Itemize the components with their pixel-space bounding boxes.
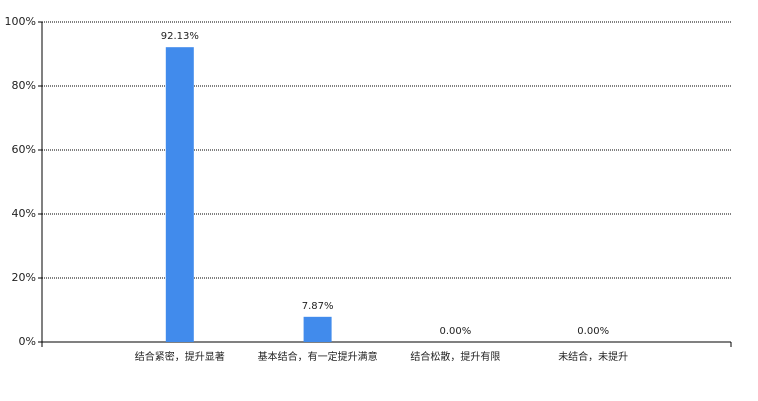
- y-tick-label: 40%: [12, 207, 36, 220]
- value-label: 7.87%: [302, 301, 334, 312]
- x-tick-label: 未结合，未提升: [558, 352, 629, 363]
- x-tick-label: 结合紧密，提升显著: [134, 352, 225, 363]
- value-label: 0.00%: [440, 326, 472, 337]
- value-label: 92.13%: [161, 31, 199, 42]
- y-tick-label: 0%: [19, 335, 36, 348]
- y-tick-label: 80%: [12, 79, 36, 92]
- bar: [303, 316, 332, 342]
- bar: [165, 47, 194, 343]
- value-label: 0.00%: [577, 326, 609, 337]
- y-tick-label: 100%: [5, 15, 36, 28]
- y-tick-label: 60%: [12, 143, 36, 156]
- x-tick-label: 基本结合，有一定提升满意: [257, 352, 378, 363]
- x-tick-label: 结合松散，提升有限: [410, 352, 501, 363]
- y-tick-label: 20%: [12, 271, 36, 284]
